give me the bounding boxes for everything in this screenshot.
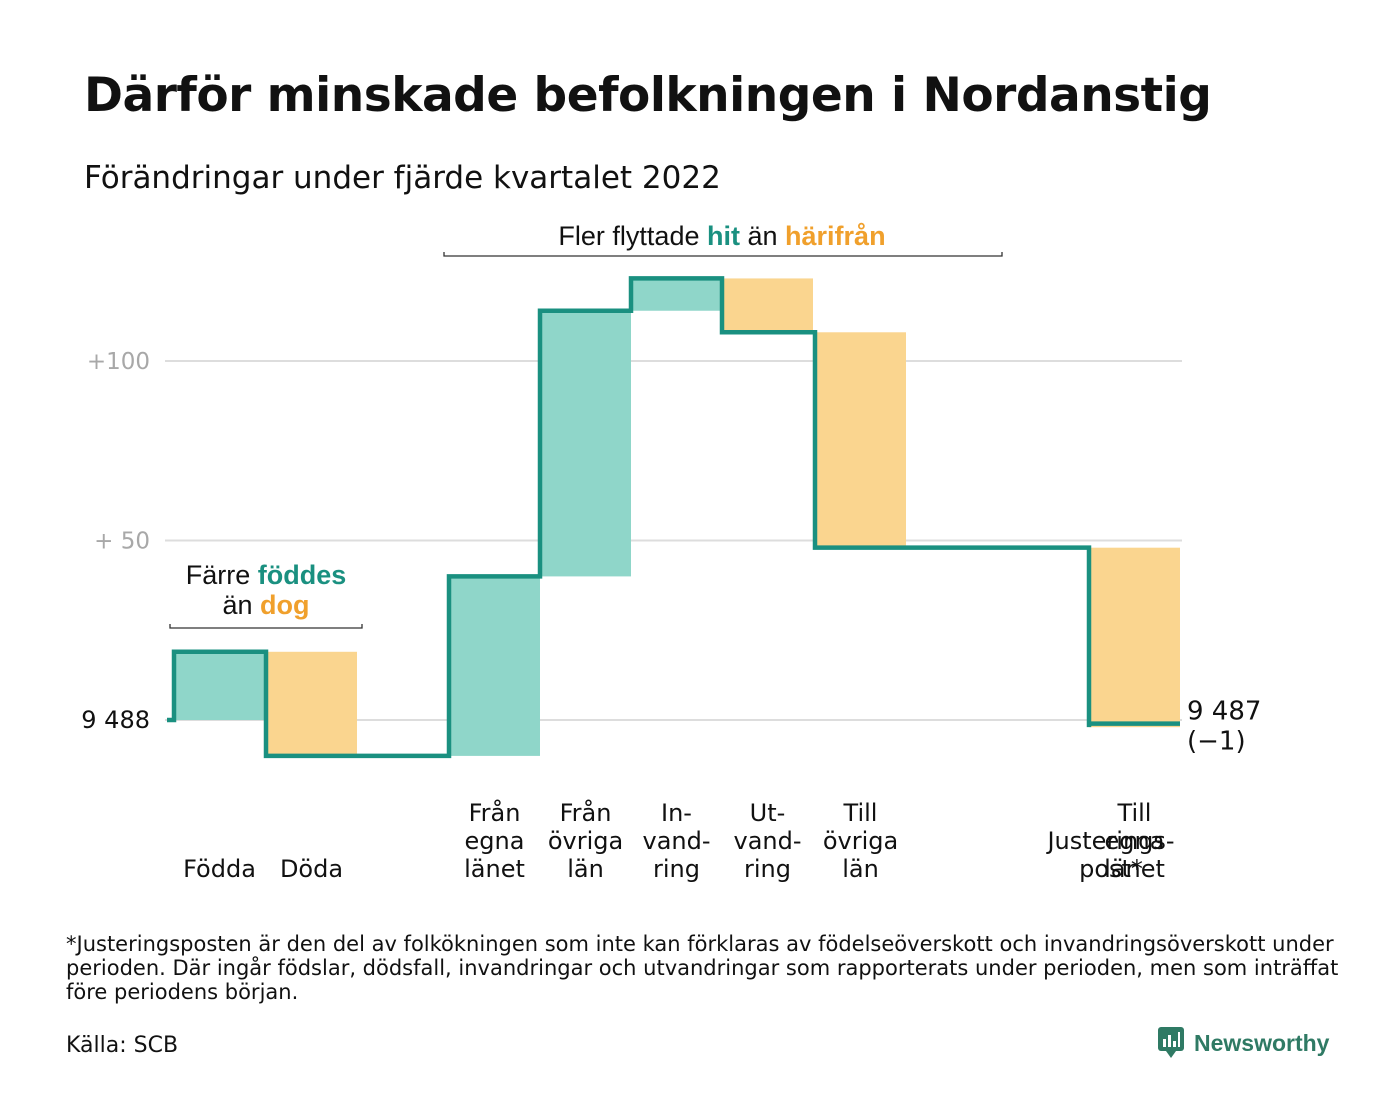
- inflow-bar: [449, 576, 540, 756]
- source-label: Källa: SCB: [66, 1033, 179, 1058]
- inflow-bar: [631, 278, 722, 311]
- migration-annotation: Fler flyttade hit än härifrån: [558, 221, 885, 251]
- x-category-label: Till egna länet: [1104, 799, 1165, 883]
- total-step-line: [167, 276, 1180, 759]
- footnote: *Justeringsposten är den del av folkökni…: [66, 932, 1339, 1004]
- waterfall-chart: 9 488 + 50 +100 9 487(−1) Födda Döda Från egna l…: [81, 221, 1261, 883]
- x-category-label: Till övriga län: [823, 799, 898, 883]
- outflow-bar: [722, 278, 813, 333]
- y-tick-label: +100: [87, 349, 150, 375]
- inflow-bar: [540, 310, 631, 577]
- newsworthy-logo[interactable]: Newsworthy: [1158, 1027, 1329, 1059]
- chart-subtitle: Förändringar under fjärde kvartalet 2022: [84, 160, 721, 196]
- outflow-bar: [1089, 547, 1180, 728]
- y-tick-label: + 50: [94, 529, 150, 555]
- migration-bracket: [443, 252, 1003, 257]
- x-category-label: Justerings-post*: [1045, 827, 1174, 883]
- x-category-label: In-vand-ring: [642, 799, 710, 883]
- end-value-label: 9 487: [1187, 697, 1261, 727]
- outflow-bar: [815, 332, 906, 548]
- x-category-label: Döda: [280, 855, 343, 883]
- brand-name: Newsworthy: [1194, 1029, 1330, 1056]
- inflow-bar: [174, 651, 265, 720]
- x-category-label: Från övriga län: [548, 798, 623, 883]
- births-bracket: [169, 624, 363, 629]
- chart-title: Därför minskade befolkningen i Nordansti…: [84, 68, 1212, 123]
- x-category-label: Från egna länet: [464, 798, 525, 883]
- x-category-label: Födda: [183, 855, 256, 883]
- outflow-bar: [266, 651, 357, 756]
- end-change-label: (−1): [1187, 727, 1246, 757]
- x-category-label: Ut-vand-ring: [733, 799, 801, 883]
- newsworthy-logo-icon: [1158, 1027, 1184, 1058]
- births-annotation-line1: Färre föddes: [186, 560, 347, 590]
- y-tick-label: 9 488: [81, 706, 150, 734]
- births-annotation-line2: än dog: [222, 590, 309, 620]
